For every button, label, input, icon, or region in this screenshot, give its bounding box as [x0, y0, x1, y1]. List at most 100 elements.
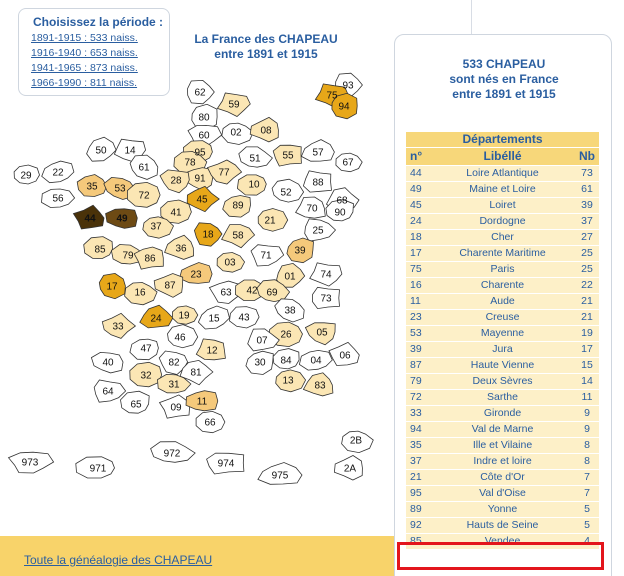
department-2B[interactable] — [341, 430, 374, 454]
department-47[interactable] — [129, 338, 159, 361]
department-51[interactable] — [238, 146, 273, 168]
department-11[interactable] — [185, 390, 219, 412]
department-56[interactable] — [41, 188, 76, 208]
department-81[interactable] — [179, 359, 214, 386]
department-49[interactable] — [105, 208, 138, 229]
department-83[interactable] — [302, 372, 334, 397]
department-72[interactable] — [126, 181, 161, 208]
department-35[interactable] — [76, 174, 108, 197]
department-24[interactable] — [139, 304, 174, 329]
department-38[interactable] — [274, 298, 305, 323]
table-row[interactable]: 75 Paris 25 — [406, 261, 599, 278]
department-21[interactable] — [257, 208, 289, 232]
period-link-1966-1990[interactable]: 1966-1990 : 811 naiss. — [31, 77, 138, 89]
department-17[interactable] — [98, 272, 126, 300]
department-77[interactable] — [206, 159, 243, 185]
department-57[interactable] — [300, 139, 335, 162]
department-41[interactable] — [160, 199, 192, 224]
department-63[interactable] — [208, 280, 245, 304]
table-row[interactable]: 85 Vendee 4 — [406, 533, 599, 550]
department-32[interactable] — [129, 361, 163, 388]
table-row[interactable]: 39 Jura 17 — [406, 341, 599, 358]
department-09[interactable] — [158, 394, 191, 419]
department-59[interactable] — [216, 92, 251, 117]
department-07[interactable] — [247, 328, 280, 352]
department-36[interactable] — [164, 234, 195, 260]
department-82[interactable] — [158, 350, 189, 375]
department-73[interactable] — [311, 286, 340, 310]
table-row[interactable]: 89 Yonne 5 — [406, 501, 599, 518]
table-row[interactable]: 79 Deux Sèvres 14 — [406, 373, 599, 390]
department-90[interactable] — [325, 199, 354, 222]
department-10[interactable] — [236, 174, 267, 196]
table-row[interactable]: 21 Côte d'Or 7 — [406, 469, 599, 486]
table-row[interactable]: 16 Charente 22 — [406, 277, 599, 294]
department-84[interactable] — [272, 348, 300, 370]
department-64[interactable] — [93, 379, 127, 403]
table-row[interactable]: 49 Maine et Loire 61 — [406, 181, 599, 198]
table-row[interactable]: 45 Loiret 39 — [406, 197, 599, 214]
department-971[interactable] — [75, 456, 115, 479]
department-29[interactable] — [13, 164, 40, 185]
department-39[interactable] — [286, 237, 314, 264]
department-94[interactable] — [331, 92, 358, 120]
table-row[interactable]: 92 Hauts de Seine 5 — [406, 517, 599, 534]
department-50[interactable] — [86, 136, 117, 162]
table-row[interactable]: 35 Ille et Vilaine 8 — [406, 437, 599, 454]
department-30[interactable] — [245, 350, 274, 375]
table-row[interactable]: 53 Mayenne 19 — [406, 325, 599, 342]
department-61[interactable] — [129, 154, 159, 180]
table-row[interactable]: 44 Loire Atlantique 73 — [406, 165, 599, 182]
department-43[interactable] — [229, 306, 260, 329]
department-66[interactable] — [195, 410, 226, 434]
period-link-1941-1965[interactable]: 1941-1965 : 873 naiss. — [31, 62, 138, 74]
department-42[interactable] — [234, 279, 265, 301]
department-28[interactable] — [159, 169, 190, 194]
table-row[interactable]: 37 Indre et loire 8 — [406, 453, 599, 470]
department-19[interactable] — [171, 305, 199, 325]
table-row[interactable]: 23 Creuse 21 — [406, 309, 599, 326]
department-86[interactable] — [133, 246, 164, 270]
table-row[interactable]: 11 Aude 21 — [406, 293, 599, 310]
department-973[interactable] — [7, 451, 55, 474]
department-18[interactable] — [193, 222, 223, 247]
department-22[interactable] — [41, 160, 75, 184]
department-46[interactable] — [167, 324, 199, 349]
department-70[interactable] — [295, 196, 326, 219]
department-85[interactable] — [83, 236, 113, 259]
table-row[interactable]: 95 Val d'Oise 7 — [406, 485, 599, 502]
department-13[interactable] — [275, 369, 307, 393]
genealogy-link[interactable]: Toute la généalogie des CHAPEAU — [24, 553, 213, 567]
table-row[interactable]: 87 Haute Vienne 15 — [406, 357, 599, 374]
table-row[interactable]: 94 Val de Marne 9 — [406, 421, 599, 438]
department-02[interactable] — [221, 122, 254, 145]
department-16[interactable] — [124, 282, 158, 306]
department-15[interactable] — [197, 305, 230, 330]
table-row[interactable]: 17 Charente Maritime 25 — [406, 245, 599, 262]
department-974[interactable] — [206, 452, 245, 475]
department-12[interactable] — [195, 338, 226, 361]
department-972[interactable] — [150, 441, 196, 463]
table-row[interactable]: 33 Gironde 9 — [406, 405, 599, 422]
department-67[interactable] — [335, 152, 363, 173]
table-row[interactable]: 18 Cher 27 — [406, 229, 599, 246]
department-40[interactable] — [90, 351, 124, 374]
department-04[interactable] — [298, 349, 333, 371]
department-44[interactable] — [72, 204, 105, 230]
department-88[interactable] — [302, 170, 332, 193]
department-52[interactable] — [271, 178, 305, 203]
department-33[interactable] — [101, 312, 137, 339]
department-06[interactable] — [328, 341, 360, 366]
department-03[interactable] — [216, 252, 246, 273]
department-55[interactable] — [272, 144, 302, 167]
department-87[interactable] — [153, 273, 184, 298]
department-71[interactable] — [250, 244, 285, 267]
department-74[interactable] — [309, 262, 343, 287]
department-23[interactable] — [179, 262, 213, 284]
department-37[interactable] — [142, 216, 174, 239]
department-65[interactable] — [120, 390, 150, 414]
department-2A[interactable] — [333, 455, 363, 481]
department-89[interactable] — [222, 195, 251, 218]
department-62[interactable] — [187, 79, 215, 105]
department-31[interactable] — [157, 373, 192, 394]
